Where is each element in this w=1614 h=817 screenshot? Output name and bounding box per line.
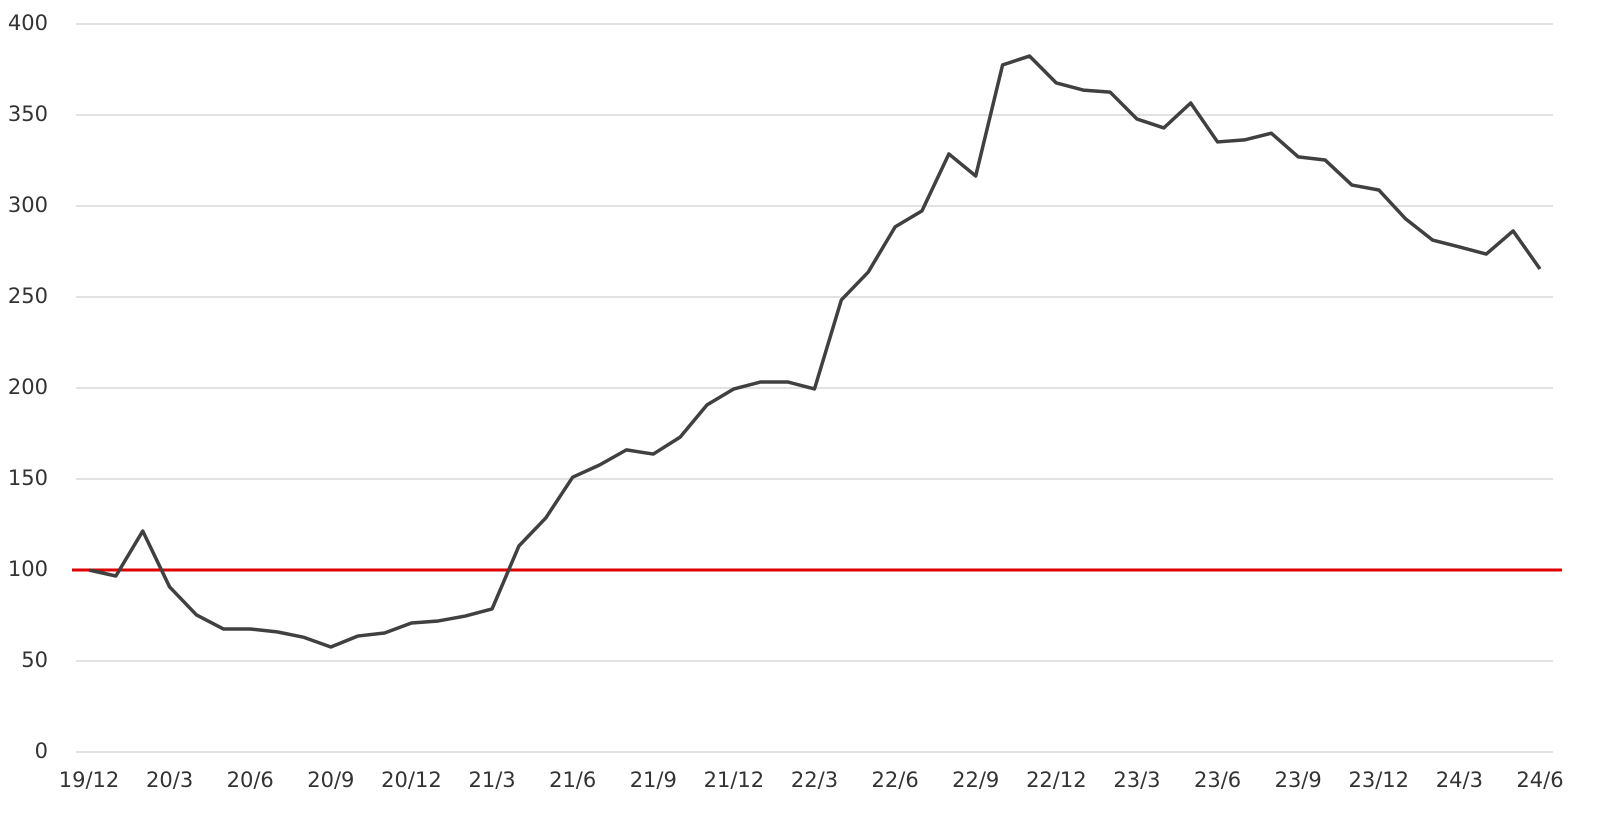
x-tick-label: 23/9 xyxy=(1275,768,1322,792)
y-tick-label: 250 xyxy=(8,284,48,308)
x-tick-label: 22/9 xyxy=(952,768,999,792)
y-tick-label: 0 xyxy=(35,739,48,763)
y-tick-label: 300 xyxy=(8,193,48,217)
x-tick-label: 21/3 xyxy=(468,768,515,792)
y-tick-label: 50 xyxy=(21,648,48,672)
y-tick-label: 400 xyxy=(8,11,48,35)
y-tick-label: 200 xyxy=(8,375,48,399)
y-tick-label: 350 xyxy=(8,102,48,126)
x-tick-label: 21/9 xyxy=(630,768,677,792)
x-tick-label: 23/3 xyxy=(1113,768,1160,792)
x-tick-label: 24/6 xyxy=(1516,768,1563,792)
x-tick-label: 20/9 xyxy=(307,768,354,792)
x-tick-label: 20/3 xyxy=(146,768,193,792)
x-tick-label: 20/12 xyxy=(381,768,442,792)
y-tick-label: 100 xyxy=(8,557,48,581)
x-tick-label: 21/6 xyxy=(549,768,596,792)
x-tick-label: 22/12 xyxy=(1026,768,1087,792)
x-tick-label: 21/12 xyxy=(704,768,765,792)
x-tick-label: 22/3 xyxy=(791,768,838,792)
x-tick-label: 23/6 xyxy=(1194,768,1241,792)
x-tick-label: 23/12 xyxy=(1349,768,1410,792)
y-tick-label: 150 xyxy=(8,466,48,490)
x-tick-label: 22/6 xyxy=(872,768,919,792)
data-line xyxy=(88,54,1542,649)
x-tick-label: 19/12 xyxy=(59,768,120,792)
x-tick-label: 24/3 xyxy=(1436,768,1483,792)
x-tick-label: 20/6 xyxy=(227,768,274,792)
